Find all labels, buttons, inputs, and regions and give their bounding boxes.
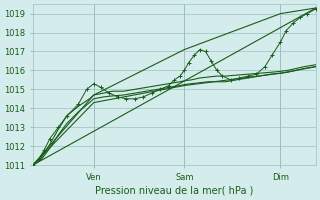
X-axis label: Pression niveau de la mer( hPa ): Pression niveau de la mer( hPa ) (95, 186, 253, 196)
